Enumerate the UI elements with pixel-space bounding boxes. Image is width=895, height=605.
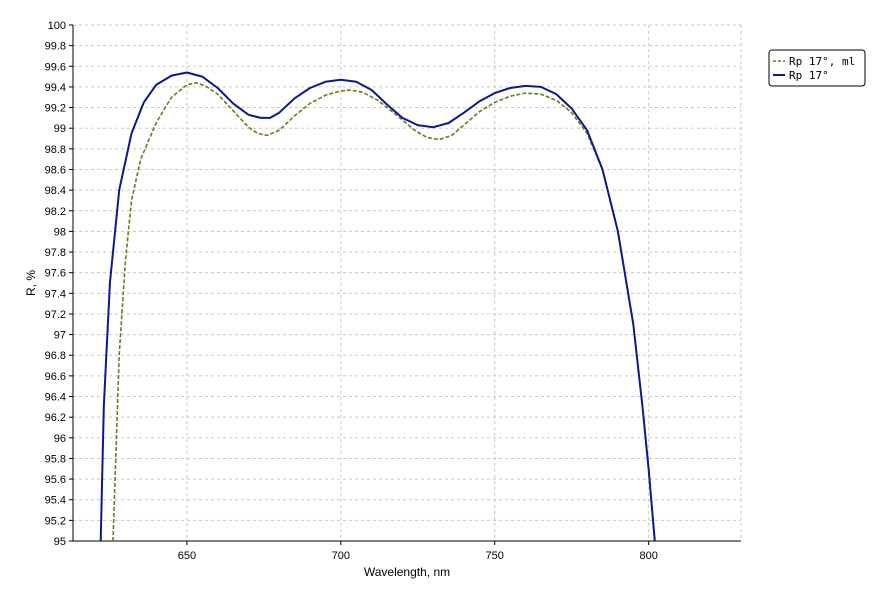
y-tick-label: 96.6	[45, 371, 66, 383]
y-tick-label: 95	[54, 536, 66, 548]
y-tick-label: 98.6	[45, 164, 66, 176]
y-tick-label: 95.8	[45, 453, 66, 465]
y-tick-label: 95.2	[45, 515, 66, 527]
y-tick-label: 99	[54, 123, 66, 135]
y-tick-label: 96.8	[45, 350, 66, 362]
y-tick-label: 97.6	[45, 268, 66, 280]
y-tick-label: 98.8	[45, 144, 66, 156]
y-tick-label: 97.8	[45, 247, 66, 259]
y-axis-title: R, %	[24, 270, 38, 296]
series-line-1	[112, 82, 656, 541]
y-tick-label: 98	[54, 226, 66, 238]
x-tick-label: 650	[178, 550, 196, 562]
y-tick-label: 99.2	[45, 103, 66, 115]
x-tick-label: 750	[486, 550, 504, 562]
x-tick-label: 700	[332, 550, 350, 562]
y-tick-label: 99.8	[45, 41, 66, 53]
y-tick-label: 97.4	[45, 288, 66, 300]
axes: 95 95.2 95.4 95.6 95.8 96 96.2 96.4 96.6 96.8 97 97…	[24, 20, 741, 579]
series-line-2	[99, 71, 656, 541]
y-tick-label: 96	[54, 433, 66, 445]
y-tick-label: 97	[54, 330, 66, 342]
y-tick-label: 98.4	[45, 185, 66, 197]
x-axis-title: Wavelength, nm	[364, 565, 450, 579]
y-tick-label: 99.6	[45, 61, 66, 73]
y-tick-label: 100	[48, 20, 66, 32]
legend-label: Rp 17°, ml	[789, 55, 855, 68]
grid	[73, 24, 742, 541]
y-tick-label: 95.4	[45, 495, 66, 507]
y-tick-label: 96.4	[45, 392, 66, 404]
y-tick-label: 95.6	[45, 474, 66, 486]
y-tick-label: 98.2	[45, 206, 66, 218]
legend-box	[768, 49, 866, 87]
x-tick-label: 800	[639, 550, 657, 562]
y-tick-label: 96.2	[45, 412, 66, 424]
legend-label: Rp 17°	[789, 69, 829, 82]
y-tick-label: 99.4	[45, 82, 66, 94]
series-lines	[99, 71, 656, 541]
y-tick-label: 97.2	[45, 309, 66, 321]
